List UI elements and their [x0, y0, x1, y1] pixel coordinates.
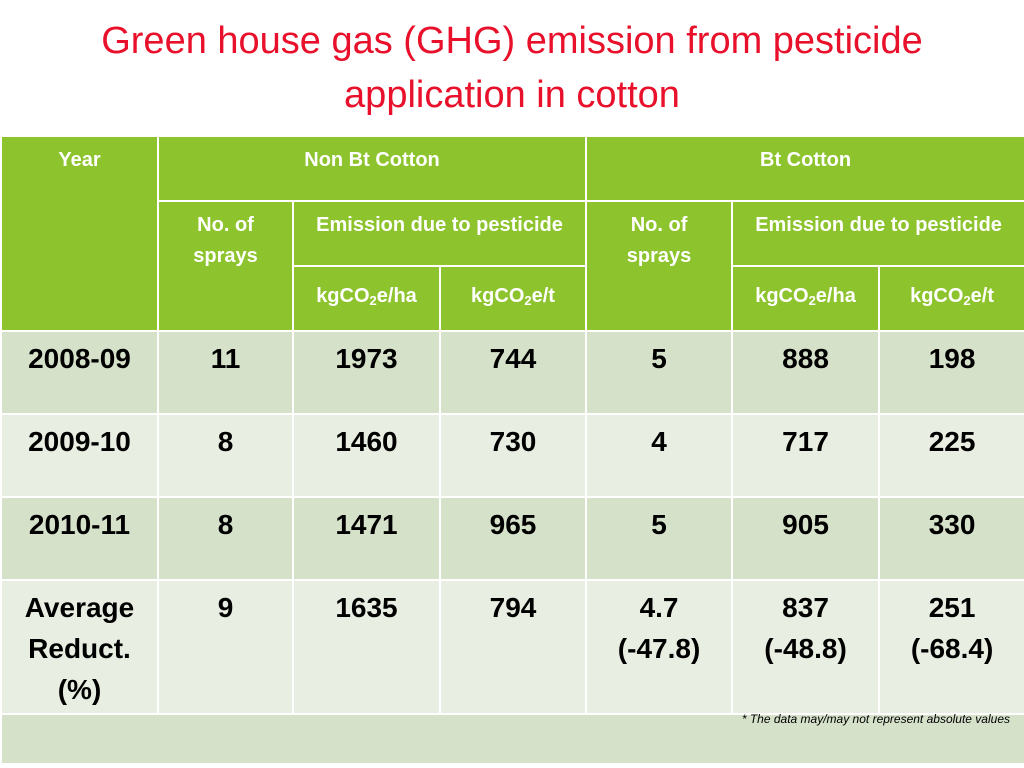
table-row: 2008-09 11 1973 744 5 888 198: [0, 330, 1024, 415]
bt-emission-t-cell: 198: [878, 330, 1024, 415]
table-row: 2010-11 8 1471 965 5 905 330: [0, 496, 1024, 581]
bt-sprays-cell: 5: [585, 496, 734, 581]
non-bt-emission-ha-avg-cell: 1635: [292, 579, 441, 715]
non-bt-emission-ha-cell: 1460: [292, 413, 441, 498]
non-bt-emission-ha-cell: 1471: [292, 496, 441, 581]
slide-title: Green house gas (GHG) emission from pest…: [0, 14, 1024, 122]
header-row-3: kgCO2e/ha kgCO2e/t kgCO2e/ha kgCO2e/t: [1, 265, 1024, 332]
average-label-cell: Average Reduct. (%): [0, 579, 159, 715]
bt-emission-t-cell: 330: [878, 496, 1024, 581]
year-cell: 2009-10: [0, 413, 159, 498]
bt-unit-per-t: kgCO2e/t: [878, 265, 1024, 332]
non-bt-emission-t-avg-cell: 794: [438, 579, 588, 715]
title-line-1: Green house gas (GHG) emission from pest…: [101, 20, 923, 62]
bt-unit-per-ha: kgCO2e/ha: [731, 265, 881, 332]
footnote: * The data may/may not represent absolut…: [741, 712, 1010, 726]
header-row-2: No. of sprays Emission due to pesticide …: [1, 200, 1024, 332]
non-bt-emission-t-cell: 965: [438, 496, 588, 581]
non-bt-sprays-avg-cell: 9: [157, 579, 294, 715]
bt-sprays-avg-cell: 4.7 (-47.8): [585, 579, 734, 715]
empty-cell: [0, 713, 1024, 765]
non-bt-emission-header: Emission due to pesticide: [291, 200, 588, 267]
non-bt-cotton-header: Non Bt Cotton: [156, 135, 588, 202]
non-bt-unit-per-ha: kgCO2e/ha: [292, 265, 441, 332]
non-bt-sprays-cell: 11: [157, 330, 294, 415]
bt-sprays-cell: 5: [585, 330, 734, 415]
bt-emission-ha-cell: 717: [731, 413, 881, 498]
non-bt-sprays-header: No. of sprays: [157, 200, 294, 332]
bt-emission-t-cell: 225: [878, 413, 1024, 498]
empty-row: [0, 713, 1024, 765]
non-bt-emission-ha-cell: 1973: [292, 330, 441, 415]
year-cell: 2010-11: [0, 496, 159, 581]
non-bt-unit-per-t: kgCO2e/t: [438, 265, 588, 332]
bt-emission-header: Emission due to pesticide: [731, 200, 1024, 267]
year-header: Year: [0, 135, 159, 332]
non-bt-emission-t-cell: 730: [438, 413, 588, 498]
bt-sprays-cell: 4: [585, 413, 734, 498]
bt-sprays-header: No. of sprays: [585, 200, 734, 332]
non-bt-sprays-cell: 8: [157, 496, 294, 581]
emission-table: Year Non Bt Cotton Bt Cotton No. of spra…: [0, 135, 1024, 765]
bt-emission-t-avg-cell: 251 (-68.4): [878, 579, 1024, 715]
table-row: 2009-10 8 1460 730 4 717 225: [0, 413, 1024, 498]
bt-cotton-header: Bt Cotton: [585, 135, 1024, 202]
non-bt-sprays-cell: 8: [157, 413, 294, 498]
header-row-1: Year Non Bt Cotton Bt Cotton: [0, 135, 1024, 332]
bt-emission-ha-avg-cell: 837 (-48.8): [731, 579, 881, 715]
bt-emission-ha-cell: 905: [731, 496, 881, 581]
average-row: Average Reduct. (%) 9 1635 794 4.7 (-47.…: [0, 579, 1024, 715]
title-line-2: application in cotton: [344, 74, 680, 116]
bt-emission-ha-cell: 888: [731, 330, 881, 415]
year-cell: 2008-09: [0, 330, 159, 415]
non-bt-emission-t-cell: 744: [438, 330, 588, 415]
